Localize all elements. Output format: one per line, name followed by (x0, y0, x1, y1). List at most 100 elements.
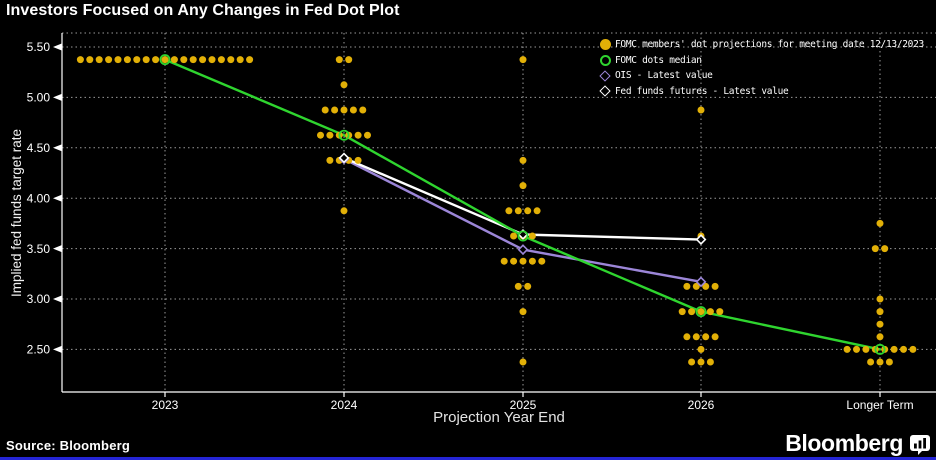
median-circle (695, 306, 707, 318)
fomc-dot (510, 257, 518, 265)
fomc-dot (711, 333, 719, 341)
fomc-dot (331, 106, 339, 114)
fomc-dot (519, 257, 527, 265)
fomc-dot (524, 207, 532, 215)
fomc-dot (189, 56, 197, 64)
fomc-dot (86, 56, 94, 64)
fomc-dot (867, 358, 875, 366)
x-tick-label: 2023 (152, 398, 179, 412)
legend-label: FOMC dots median (615, 54, 702, 66)
fomc-dot (853, 345, 860, 353)
fomc-dot (876, 219, 884, 227)
median-circle (517, 230, 529, 242)
fomc-dot (142, 56, 150, 64)
fomc-dot (354, 131, 362, 139)
fomc-dot (170, 56, 178, 64)
fomc-dot (697, 308, 705, 316)
fomc-dot (217, 56, 225, 64)
y-tick-label: 4.00 (27, 191, 51, 205)
fomc-dot (876, 333, 884, 341)
fomc-dot (697, 345, 705, 353)
fomc-dot (340, 81, 348, 89)
fomc-dot (349, 106, 357, 114)
fomc-dot (678, 308, 686, 316)
fomc-dot (692, 333, 700, 341)
fomc-dot (519, 56, 527, 64)
y-tick-label: 5.00 (27, 91, 51, 105)
fomc-dot (180, 56, 188, 64)
fomc-dot (706, 358, 714, 366)
fomc-dot (161, 56, 169, 64)
fomc-dot (683, 333, 691, 341)
fomc-dot (236, 56, 244, 64)
fomc-dot (340, 207, 348, 215)
x-tick-label: 2026 (688, 398, 715, 412)
fomc-dot (514, 207, 522, 215)
y-tick-arrow (53, 93, 62, 101)
x-tick-label: 2025 (510, 398, 537, 412)
fomc-dot (199, 56, 207, 64)
legend-item: OIS - Latest value (598, 68, 924, 84)
legend-label: Fed funds futures - Latest value (615, 85, 789, 97)
open-circle-icon (598, 54, 612, 66)
fomc-dot (702, 333, 710, 341)
fomc-dot (510, 232, 518, 240)
legend-label: OIS - Latest value (615, 70, 713, 82)
filled-circle-icon (598, 39, 612, 51)
y-tick-arrow (53, 345, 62, 353)
legend-label: FOMC members' dot projections for meetin… (615, 39, 924, 51)
fomc-dot (95, 56, 103, 64)
bloomberg-wordmark: Bloomberg (785, 430, 903, 456)
fomc-dot (114, 56, 122, 64)
fomc-dot (105, 56, 113, 64)
futures-diamond (338, 152, 350, 164)
fomc-dot (909, 345, 917, 353)
y-tick-label: 3.00 (27, 292, 51, 306)
fomc-dot (876, 358, 884, 366)
y-tick-label: 4.50 (27, 141, 51, 155)
footer: Source: Bloomberg Bloomberg (0, 430, 936, 457)
x-axis-label: Projection Year End (433, 409, 565, 426)
fomc-dot (227, 56, 235, 64)
fomc-dot (876, 320, 884, 328)
fomc-dot (519, 308, 527, 316)
fomc-dot (871, 245, 879, 253)
y-tick-label: 3.50 (27, 242, 51, 256)
fomc-dot (340, 106, 348, 114)
fomc-dot (321, 106, 329, 114)
fomc-dot (688, 308, 696, 316)
x-tick-label: Longer Term (846, 398, 913, 412)
open-diamond-icon (598, 70, 612, 82)
fomc-dot (881, 245, 889, 253)
fomc-dot (900, 345, 907, 353)
fomc-dot (692, 282, 700, 290)
fomc-dot (706, 308, 714, 316)
fomc-dot (345, 56, 353, 64)
ois-diamond (517, 244, 529, 256)
fomc-dot (505, 207, 513, 215)
fomc-dot (364, 131, 371, 139)
fomc-dot (683, 282, 691, 290)
fomc-dot (519, 182, 527, 190)
chart-legend: FOMC members' dot projections for meetin… (598, 37, 924, 99)
fomc-dot (123, 56, 131, 64)
fomc-dot (697, 106, 705, 114)
bottom-blue-bar (0, 457, 936, 460)
fomc-dot (359, 106, 367, 114)
y-tick-arrow (53, 43, 62, 51)
y-tick-arrow (53, 194, 62, 202)
fomc-dot (326, 156, 334, 164)
fomc-dot (528, 257, 536, 265)
fomc-dot (354, 156, 362, 164)
legend-item: FOMC dots median (598, 53, 924, 69)
y-axis-label: Implied fed funds target rate (9, 128, 24, 298)
fomc-dot (326, 131, 334, 139)
fomc-dot (533, 207, 541, 215)
chart-canvas: 5.50 5.00 4.50 4.00 3.50 3.00 2.50 2023 2024 2025… (27, 32, 936, 412)
fomc-dot (528, 232, 536, 240)
fomc-dot (208, 56, 216, 64)
median-circle (874, 343, 886, 355)
source-label: Source: Bloomberg (6, 438, 131, 453)
fomc-dot (862, 345, 870, 353)
fomc-dot (702, 282, 710, 290)
